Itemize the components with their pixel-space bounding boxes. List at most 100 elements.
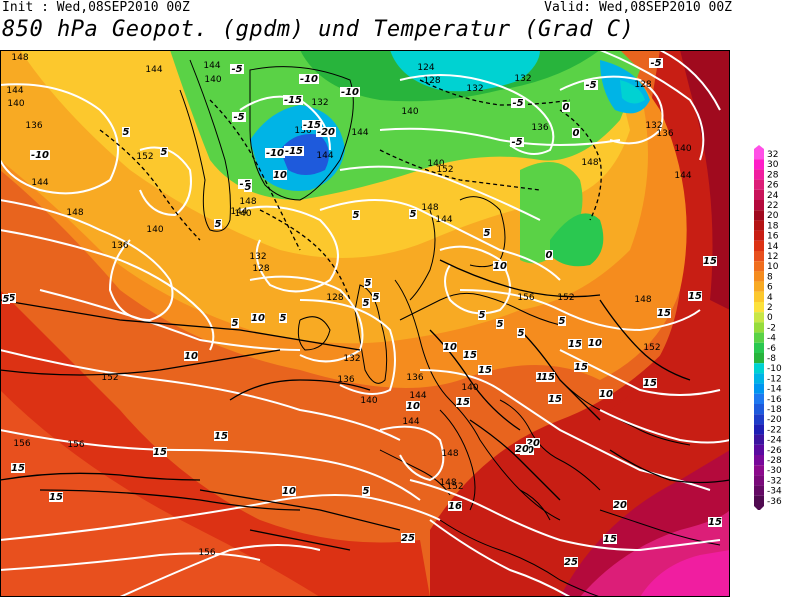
legend-swatch — [754, 200, 764, 211]
temperature-label: 20 — [515, 444, 529, 455]
temperature-label-bg — [409, 209, 417, 219]
geopotential-label: 144 — [402, 417, 419, 427]
temperature-label-bg — [526, 438, 540, 448]
geopotential-label: 148 — [66, 208, 83, 218]
temperature-label-bg — [406, 401, 420, 411]
legend-swatch — [754, 302, 764, 313]
legend-value: 20 — [767, 211, 779, 221]
legend-swatch — [754, 271, 764, 282]
geopotential-label: 152 — [101, 373, 118, 383]
geopotential-label: 144 — [316, 151, 333, 161]
legend-value: -28 — [767, 456, 782, 466]
temperature-label-bg — [483, 228, 491, 238]
temperature-label-bg — [558, 316, 566, 326]
temperature-label: 25 — [401, 533, 415, 544]
legend-labels: 32302826242220181614121086420-2-4-6-8-10… — [767, 150, 782, 507]
legend-value: -26 — [767, 446, 782, 456]
legend-swatch — [754, 220, 764, 231]
temperature-label: -15 — [303, 120, 321, 131]
temperature-label-bg — [548, 394, 562, 404]
legend-value: -20 — [767, 415, 782, 425]
temperature-label-bg — [153, 447, 167, 457]
temperature-label: -10 — [31, 150, 49, 161]
very-cold-region — [390, 50, 540, 92]
legend-swatch — [754, 485, 764, 496]
temperature-label-bg — [282, 486, 296, 496]
geopotential-label: 132 — [311, 98, 328, 108]
temperature-label: 15 — [708, 517, 722, 528]
geopotential-label: 144 — [145, 65, 162, 75]
legend-swatch — [754, 353, 764, 364]
legend-swatch — [754, 281, 764, 292]
legend-swatch — [754, 291, 764, 302]
geopotential-label: 144 — [31, 178, 48, 188]
legend-value: 14 — [767, 242, 779, 252]
temperature-label: 15 — [688, 291, 702, 302]
temperature-label-bg — [496, 319, 504, 329]
temperature-label-bg — [511, 98, 525, 108]
temperature-label: -5 — [512, 98, 523, 109]
legend-swatch — [754, 251, 764, 262]
legend-value: -22 — [767, 425, 782, 435]
legend-swatch — [754, 455, 764, 466]
temperature-label-bg — [231, 318, 239, 328]
temperature-label-bg — [362, 486, 370, 496]
temperature-label-bg — [574, 362, 588, 372]
legend-value: -34 — [767, 487, 782, 497]
geopotential-label: 132 — [249, 252, 266, 262]
temperature-label: -5 — [585, 80, 596, 91]
temperature-label: 15 — [657, 308, 671, 319]
temperature-label-bg — [214, 219, 222, 229]
temperature-label: -10 — [300, 74, 318, 85]
temperature-label: 15 — [548, 394, 562, 405]
legend-swatch — [754, 189, 764, 200]
legend-value: -12 — [767, 374, 782, 384]
geopotential-label: 148 — [441, 449, 458, 459]
temperature-label: 15 — [568, 339, 582, 350]
legend-swatch — [754, 159, 764, 170]
warm-region-east — [610, 50, 730, 410]
temperature-label: 5 — [9, 293, 16, 304]
geopotential-label: 136 — [656, 129, 673, 139]
temperature-label-bg — [2, 294, 10, 304]
legend-value: 0 — [767, 313, 773, 323]
temperature-label: 5 — [365, 278, 372, 289]
geopotential-label: 136 — [531, 123, 548, 133]
temperature-label-bg — [283, 95, 303, 105]
temperature-label: 15 — [541, 372, 555, 383]
temperature-label-bg — [352, 210, 360, 220]
temperature-label: -20 — [317, 127, 335, 138]
geopotential-label: 144 — [6, 86, 23, 96]
geopotential-label: 140 — [674, 144, 691, 154]
temperature-label: 20 — [613, 500, 627, 511]
temperature-label: 5 — [353, 210, 360, 221]
temperature-label: 10 — [443, 342, 457, 353]
geopotential-label: 136 — [337, 375, 354, 385]
legend-value: -14 — [767, 385, 782, 395]
temperature-label: 10 — [184, 351, 198, 362]
legend-swatch — [754, 383, 764, 394]
legend-value: -30 — [767, 466, 782, 476]
geopotential-label: 132 — [466, 84, 483, 94]
geopotential-label: 128 — [326, 293, 343, 303]
legend-swatch — [754, 261, 764, 272]
legend-swatch — [754, 322, 764, 333]
geopotential-label: 128 — [252, 264, 269, 274]
temperature-label: 15 — [703, 256, 717, 267]
temperature-label: -10 — [341, 87, 359, 98]
legend-value: 30 — [767, 160, 779, 170]
temperature-label-bg — [708, 517, 722, 527]
legend-swatch — [754, 414, 764, 425]
temperature-label-bg — [364, 278, 372, 288]
geopotential-label: 148 — [581, 158, 598, 168]
temperature-label-bg — [8, 293, 16, 303]
geopotential-label: 124 — [417, 63, 434, 73]
legend-swatch — [754, 393, 764, 404]
legend-swatch — [754, 179, 764, 190]
geopotential-label: 144 — [230, 207, 247, 217]
atlantic-subregion — [0, 390, 320, 597]
legend-swatch — [754, 332, 764, 343]
temperature-label-bg — [649, 58, 663, 68]
magenta-region — [640, 550, 730, 597]
